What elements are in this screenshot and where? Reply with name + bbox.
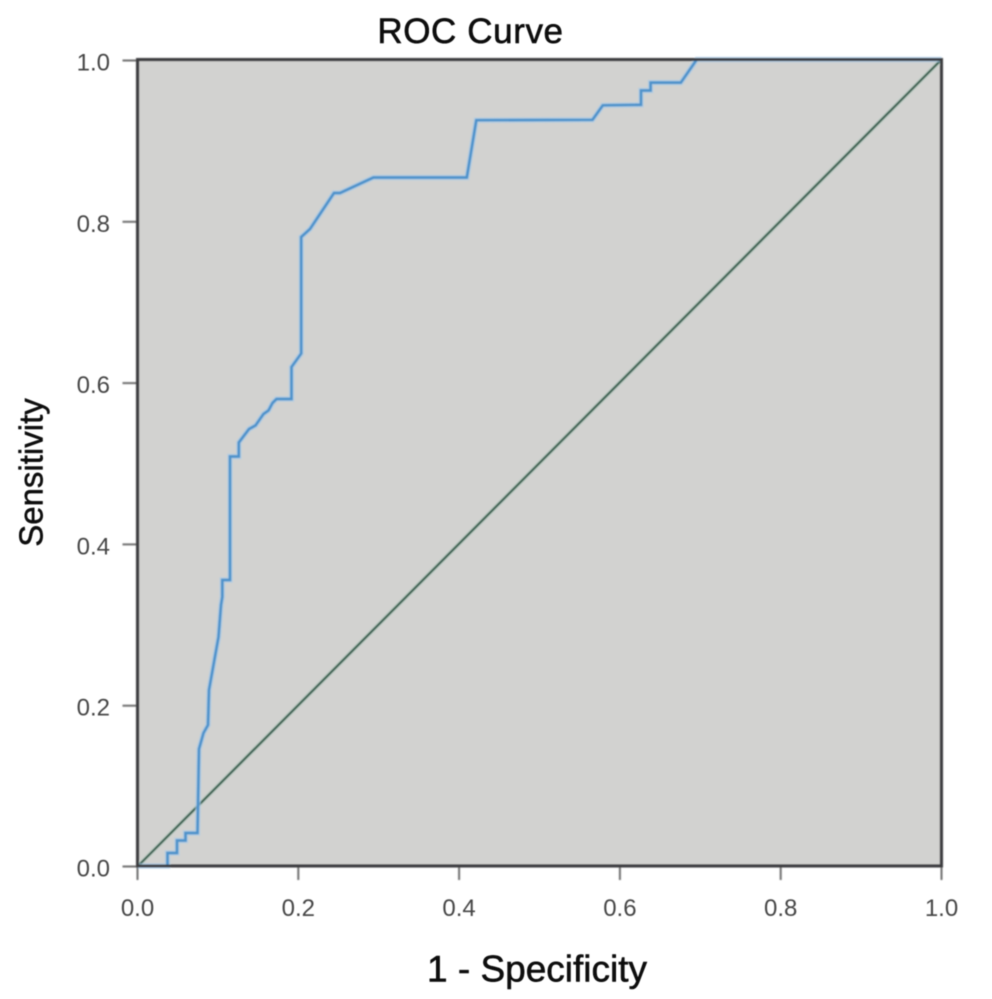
- svg-text:1.0: 1.0: [77, 50, 110, 77]
- svg-text:0.2: 0.2: [77, 695, 110, 722]
- svg-text:0.6: 0.6: [603, 895, 636, 922]
- svg-text:ROC Curve: ROC Curve: [377, 12, 563, 51]
- svg-text:0.8: 0.8: [764, 895, 797, 922]
- svg-text:0.0: 0.0: [121, 895, 154, 922]
- svg-text:0.4: 0.4: [77, 533, 110, 560]
- svg-text:0.4: 0.4: [442, 895, 475, 922]
- svg-text:Sensitivity: Sensitivity: [13, 398, 50, 547]
- svg-text:1 - Specificity: 1 - Specificity: [427, 949, 648, 990]
- svg-text:1.0: 1.0: [925, 895, 958, 922]
- svg-text:0.2: 0.2: [282, 895, 315, 922]
- svg-text:0.6: 0.6: [77, 372, 110, 399]
- svg-text:0.8: 0.8: [77, 211, 110, 238]
- svg-text:0.0: 0.0: [77, 856, 110, 883]
